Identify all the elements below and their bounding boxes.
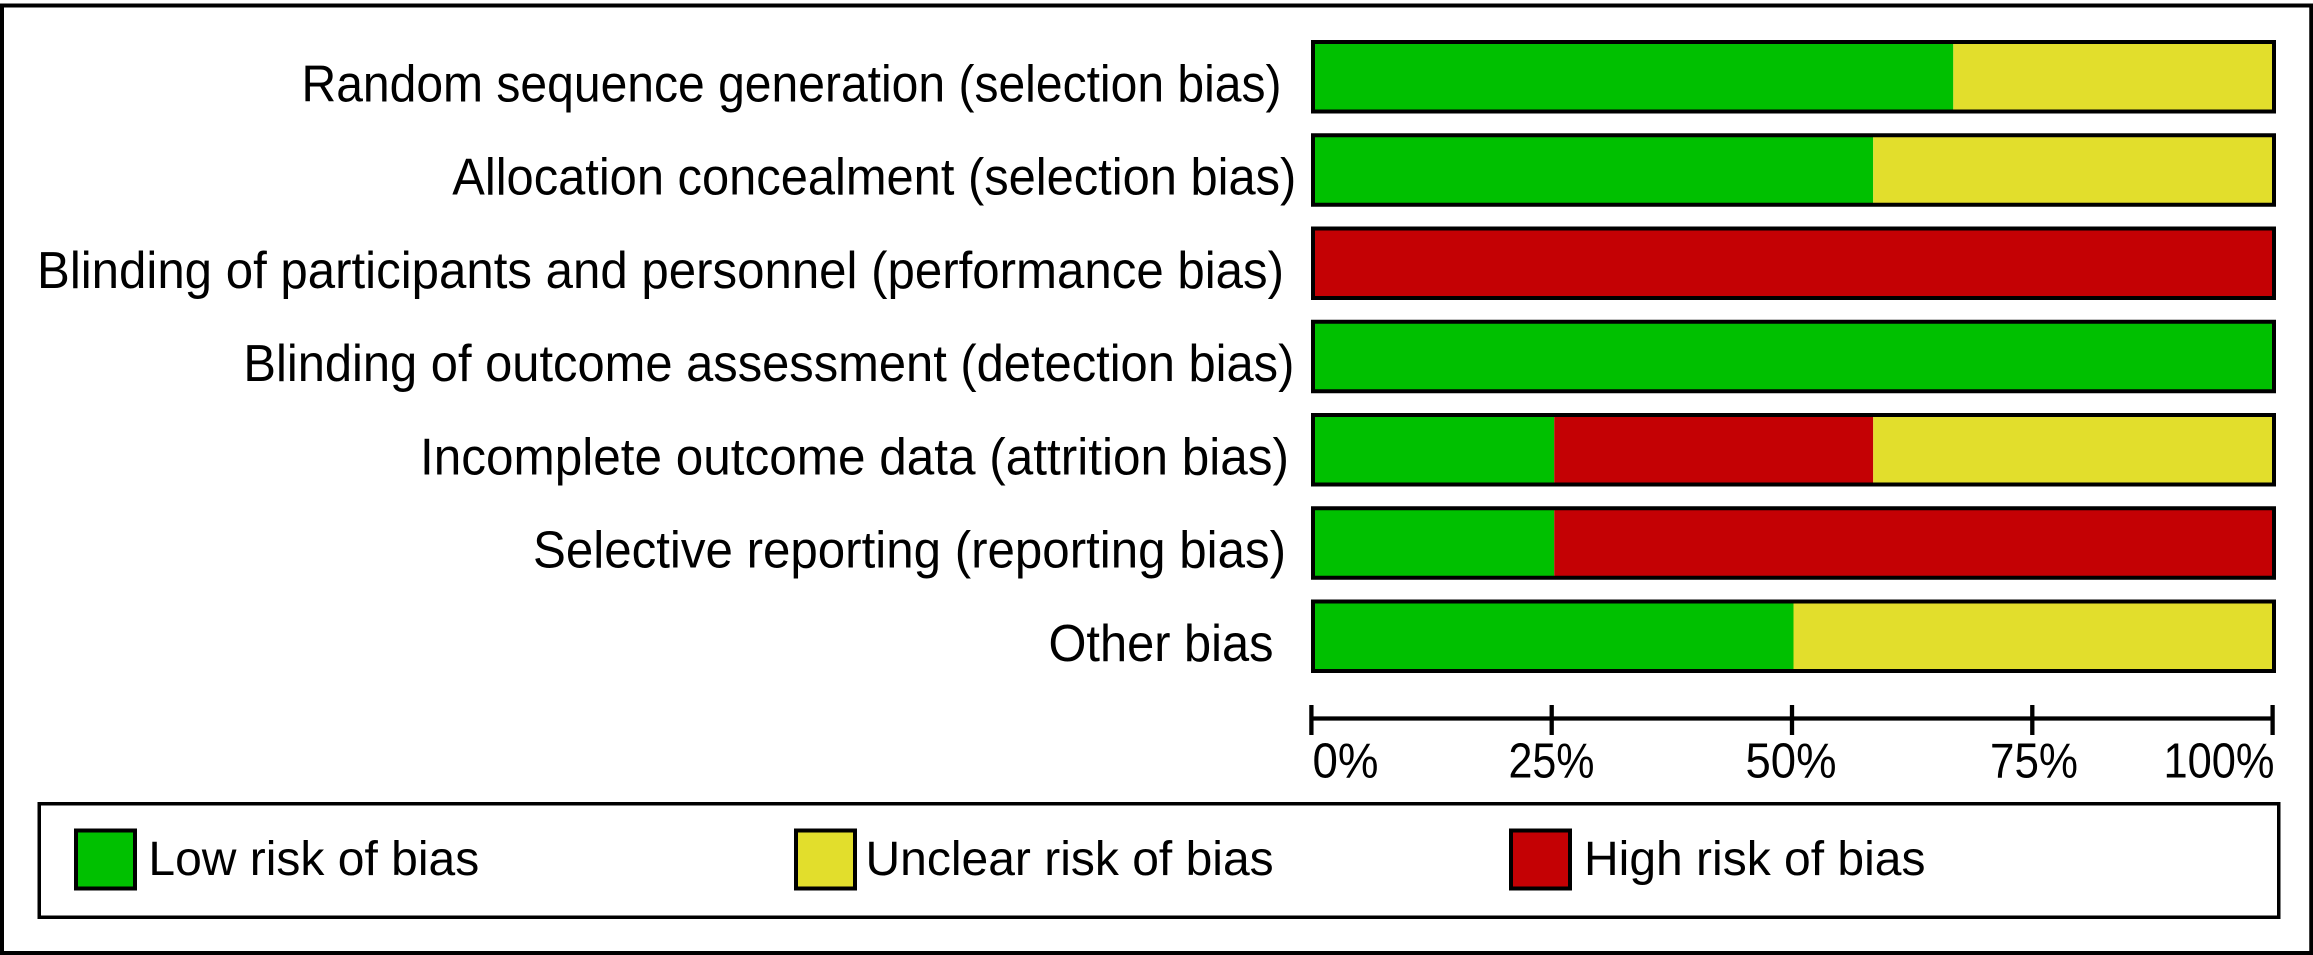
svg-text:Blinding of outcome assessment: Blinding of outcome assessment (detectio… — [243, 334, 1294, 392]
svg-text:75%: 75% — [1990, 734, 2078, 789]
svg-text:Low risk of bias: Low risk of bias — [148, 833, 479, 886]
svg-text:50%: 50% — [1746, 734, 1837, 789]
svg-text:0%: 0% — [1313, 734, 1379, 789]
svg-text:100%: 100% — [2164, 734, 2275, 789]
svg-text:Blinding of participants and p: Blinding of participants and personnel (… — [37, 241, 1284, 299]
svg-text:Allocation concealment (select: Allocation concealment (selection bias) — [452, 148, 1296, 206]
svg-text:Other bias: Other bias — [1049, 614, 1274, 672]
svg-text:Unclear risk of bias: Unclear risk of bias — [866, 833, 1274, 886]
svg-text:Random sequence generation (se: Random sequence generation (selection bi… — [302, 54, 1282, 112]
svg-text:Incomplete outcome data (attri: Incomplete outcome data (attrition bias) — [420, 427, 1289, 485]
svg-text:High risk of bias: High risk of bias — [1584, 833, 1925, 886]
svg-text:Selective reporting (reporting: Selective reporting (reporting bias) — [533, 521, 1286, 579]
svg-text:25%: 25% — [1509, 734, 1595, 789]
